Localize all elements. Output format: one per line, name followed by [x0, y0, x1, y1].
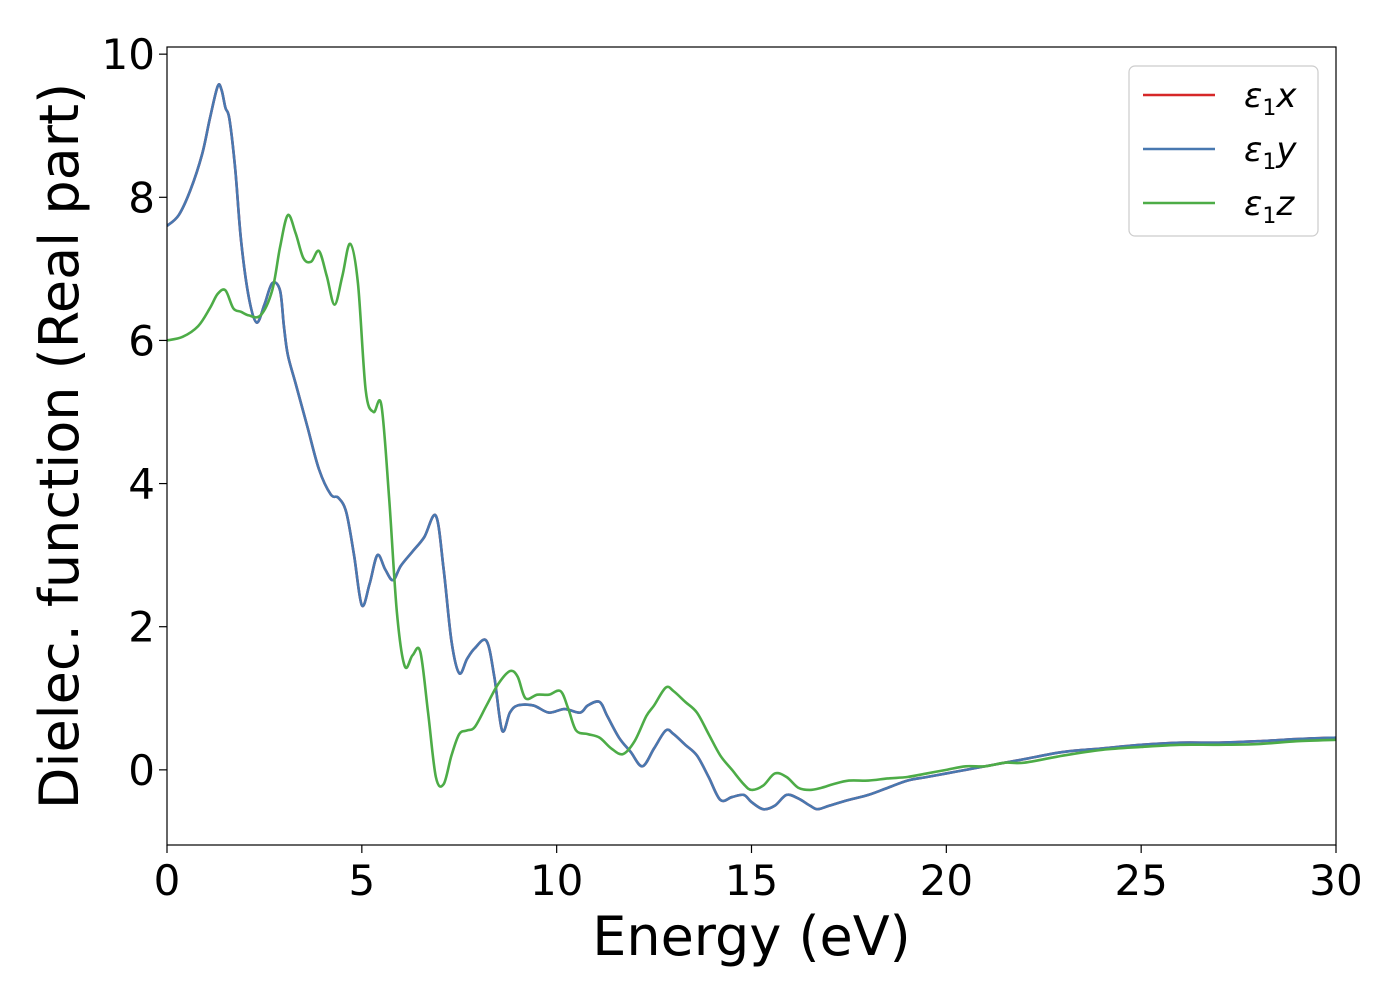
y-axis-label: Dielec. function (Real part) [28, 83, 91, 809]
legend-label-y: ε1y [1244, 130, 1297, 175]
y-tick-label: 6 [128, 316, 155, 365]
y-tick-label: 0 [128, 746, 155, 795]
legend-label-x: ε1x [1244, 76, 1297, 121]
x-axis-label: Energy (eV) [592, 905, 911, 968]
y-tick-label: 2 [128, 603, 155, 652]
x-tick-label: 30 [1309, 856, 1362, 905]
x-tick-label: 25 [1114, 856, 1167, 905]
legend-frame [1128, 65, 1319, 237]
legend: ε1x ε1y ε1z [1128, 65, 1319, 237]
y-tick-label: 10 [102, 30, 155, 79]
x-tick-label: 5 [348, 856, 375, 905]
x-axis-ticks: 0 5 10 15 20 25 30 [154, 845, 1363, 905]
series-line-y [167, 83, 1336, 811]
x-tick-label: 0 [154, 856, 181, 905]
series-line-z [167, 213, 1336, 792]
legend-label-z: ε1z [1244, 184, 1295, 229]
x-tick-label: 20 [920, 856, 973, 905]
plot-area [167, 83, 1336, 811]
x-tick-label: 10 [530, 856, 583, 905]
y-tick-label: 8 [128, 173, 155, 222]
x-tick-label: 15 [725, 856, 778, 905]
y-axis-ticks: 0 2 4 6 8 10 [102, 30, 167, 795]
y-tick-label: 4 [128, 460, 155, 509]
